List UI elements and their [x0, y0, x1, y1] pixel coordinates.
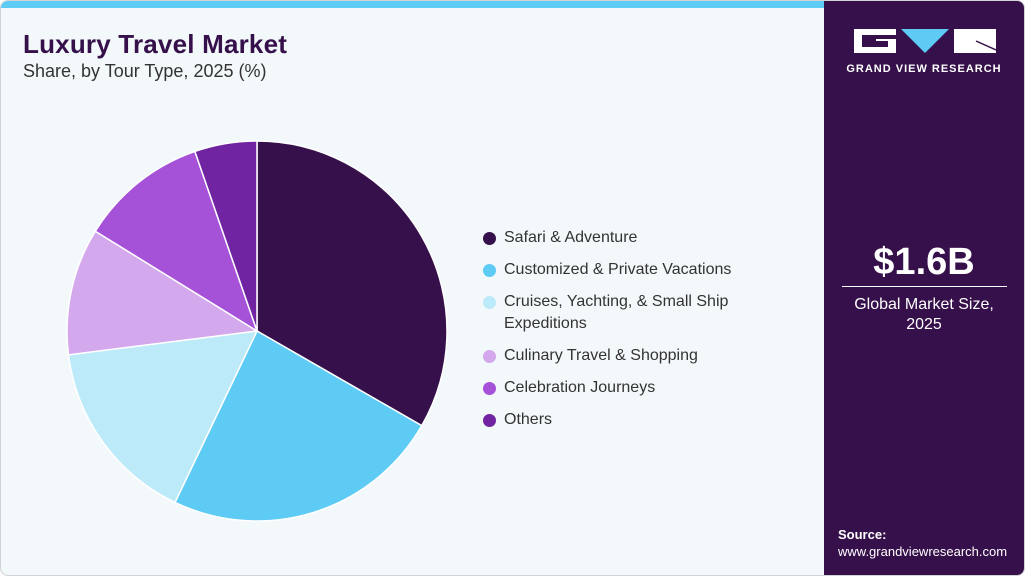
legend-item-customized: Customized & Private Vacations — [483, 259, 774, 281]
legend-label: Safari & Adventure — [504, 229, 638, 246]
legend-label: Others — [504, 411, 553, 428]
legend-item-culinary: Culinary Travel & Shopping — [483, 345, 774, 367]
pie-slice — [94, 150, 259, 333]
legend-item-celebration: Celebration Journeys — [483, 377, 774, 399]
pie-slice — [174, 329, 423, 522]
pie-slice — [256, 140, 448, 427]
source-heading: Source: — [838, 527, 887, 542]
legend-dot-icon — [483, 382, 496, 395]
divider — [842, 286, 1007, 287]
accent-bar — [1, 1, 825, 8]
market-size-value: $1.6B — [873, 241, 975, 283]
legend-label: Cruises, Yachting, & Small Ship Expediti… — [504, 293, 729, 332]
chart-title: Luxury Travel Market — [23, 29, 288, 59]
market-size-label-line1: Global Market Size, — [854, 296, 994, 313]
gvr-logo-icon — [854, 29, 996, 53]
legend-dot-icon — [483, 232, 496, 245]
sidebar-panel: GRAND VIEW RESEARCH $1.6B Global Market … — [824, 1, 1024, 575]
legend-item-safari: Safari & Adventure — [483, 227, 774, 249]
source-url[interactable]: www.grandviewresearch.com — [838, 544, 1008, 559]
legend-label: Customized & Private Vacations — [504, 261, 732, 278]
pie-slice — [66, 230, 260, 356]
legend-dot-icon — [483, 296, 496, 309]
legend-label: Culinary Travel & Shopping — [504, 347, 698, 364]
chart-subtitle: Share, by Tour Type, 2025 (%) — [23, 61, 267, 81]
legend-label: Celebration Journeys — [504, 379, 656, 396]
legend-item-cruises: Cruises, Yachting, & Small Ship Expediti… — [483, 291, 774, 335]
logo-text: GRAND VIEW RESEARCH — [846, 63, 1002, 75]
pie-slice — [193, 140, 258, 332]
pie-chart — [66, 140, 448, 522]
legend-item-others: Others — [483, 409, 774, 431]
legend-dot-icon — [483, 350, 496, 363]
legend: Safari & Adventure Customized & Private … — [483, 227, 774, 441]
legend-dot-icon — [483, 264, 496, 277]
legend-dot-icon — [483, 414, 496, 427]
pie-slice — [67, 330, 259, 504]
market-size-label: Global Market Size, 2025 — [824, 295, 1024, 335]
market-size-label-line2: 2025 — [906, 316, 942, 333]
